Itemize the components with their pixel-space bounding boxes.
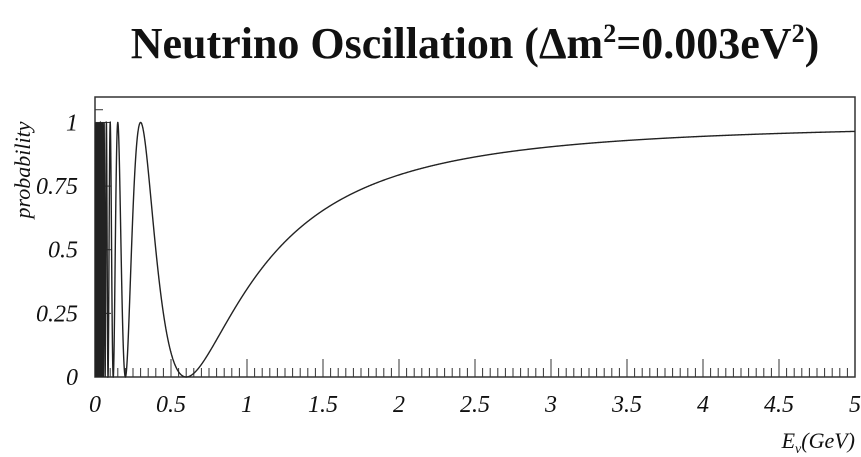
x-tick-label: 4	[697, 392, 709, 418]
y-tick-label: 0.5	[48, 238, 78, 264]
x-tick-label: 1.5	[308, 392, 338, 418]
y-tick-labels: 0 0.25 0.5 0.75 1	[36, 110, 78, 391]
oscillation-probability-line	[94, 120, 856, 379]
x-tick-label: 0.5	[156, 392, 186, 418]
x-tick-label: 1	[241, 392, 253, 418]
x-axis-ticks	[94, 359, 856, 377]
x-tick-label: 5	[849, 392, 861, 418]
x-tick-label: 3	[544, 392, 557, 418]
x-tick-labels: 0 0.5 1 1.5 2 2.5 3 3.5 4 4.5 5	[89, 392, 861, 418]
plot-frame	[94, 96, 856, 378]
plot-area	[94, 96, 856, 379]
y-tick-label: 0	[66, 365, 78, 391]
x-tick-label: 4.5	[764, 392, 794, 418]
y-tick-label: 0.75	[36, 174, 78, 200]
chart-title: Neutrino Oscillation (Δm2=0.003eV2)	[131, 19, 820, 68]
x-axis-label: Eν(GeV)	[781, 428, 855, 457]
x-tick-label: 2.5	[460, 392, 490, 418]
y-tick-label: 0.25	[36, 301, 78, 327]
x-tick-label: 0	[89, 392, 101, 418]
x-tick-label: 2	[393, 392, 405, 418]
y-tick-label: 1	[66, 110, 78, 136]
x-tick-label: 3.5	[611, 392, 642, 418]
y-axis-label: probability	[10, 121, 35, 220]
